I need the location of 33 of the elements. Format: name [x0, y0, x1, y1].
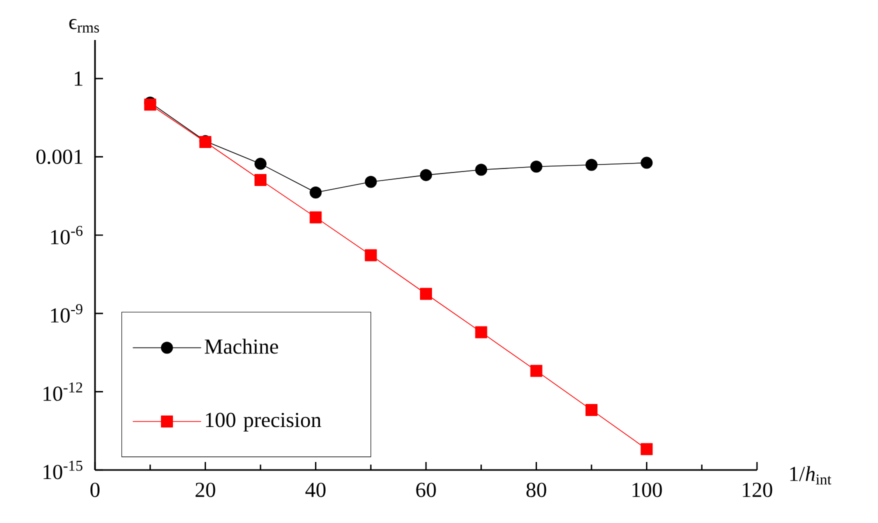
x-tick-label: 20 — [196, 482, 216, 498]
point — [586, 404, 598, 416]
point — [254, 158, 267, 170]
x-tick-label: 60 — [416, 482, 436, 498]
point — [475, 164, 488, 176]
legend-label: Machine — [204, 338, 278, 354]
y-axis-title: ϵ$_{rms}$ — [69, 18, 99, 33]
point — [364, 176, 377, 188]
legend-label: 100 precision — [206, 412, 322, 432]
y-tick-label: 10$^{-6}$ — [51, 226, 83, 244]
point — [475, 326, 488, 338]
x-tick-label: 0 — [90, 482, 100, 498]
point — [530, 160, 542, 173]
point — [420, 288, 432, 300]
x-axis-title: 1/h$_{int}$ — [790, 466, 832, 485]
point — [530, 364, 542, 377]
y-tick-label: 10$^{-15}$ — [44, 460, 82, 480]
point — [640, 156, 653, 169]
x-tick-label: 40 — [305, 482, 326, 498]
point — [310, 211, 322, 224]
point — [640, 443, 653, 456]
point — [420, 169, 432, 182]
point — [586, 158, 598, 171]
point — [364, 249, 377, 262]
x-tick-label: 100 — [632, 482, 662, 498]
y-tick-label: 0.001 — [36, 150, 82, 164]
y-tick-label: 10$^{-9}$ — [51, 304, 82, 323]
y-tick-label: 10$^{-12}$ — [44, 382, 82, 401]
x-tick-label: 120 — [742, 482, 772, 498]
point — [310, 186, 322, 198]
x-tick-label: 80 — [526, 482, 546, 498]
point — [254, 174, 267, 186]
y-tick-label: 1 — [74, 72, 82, 86]
